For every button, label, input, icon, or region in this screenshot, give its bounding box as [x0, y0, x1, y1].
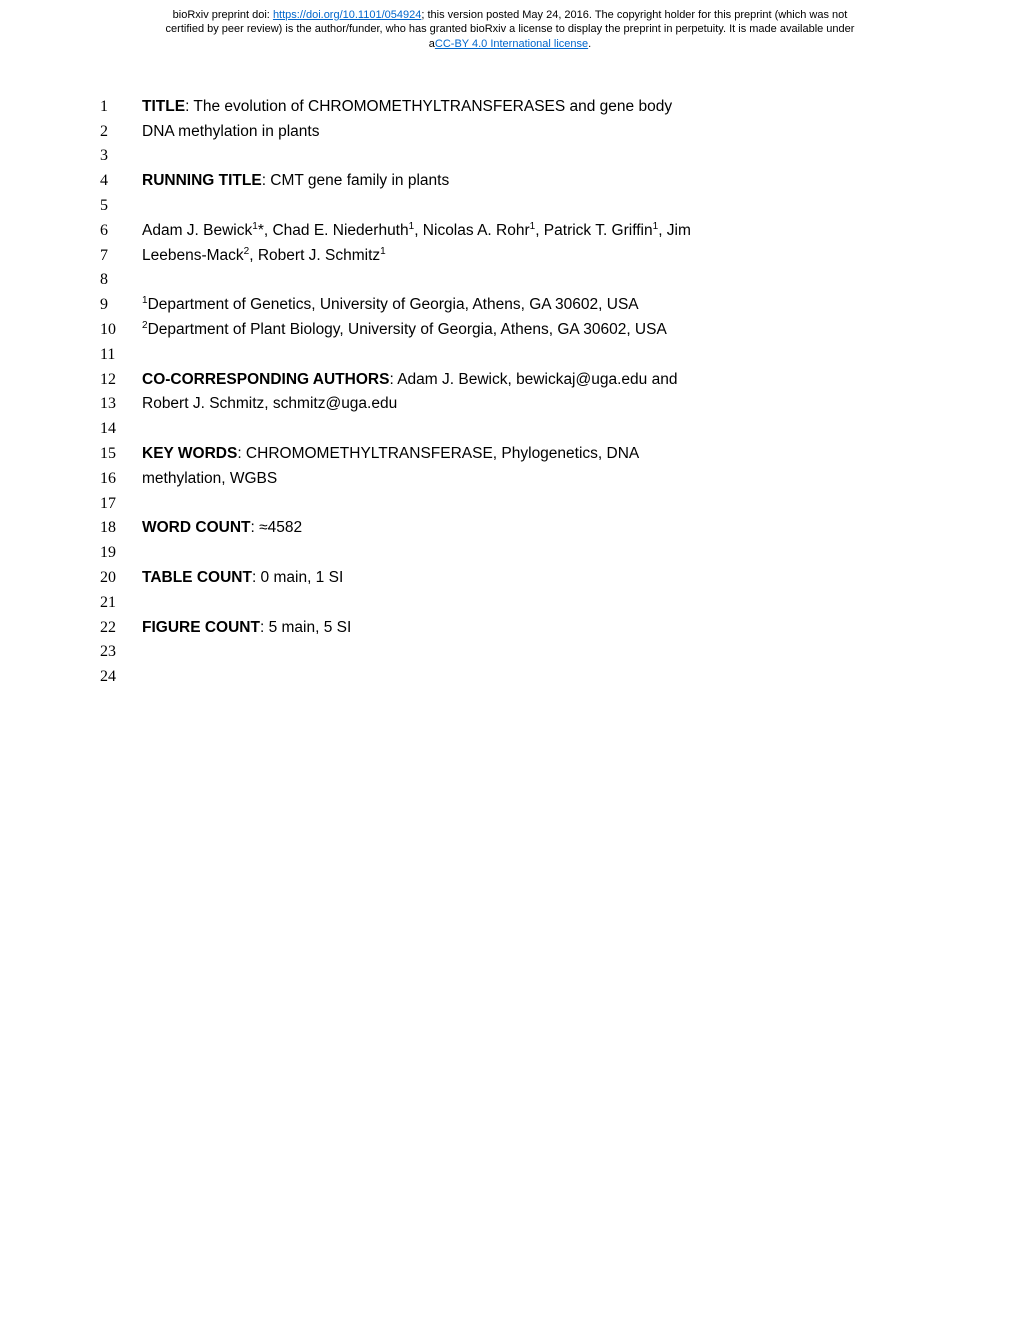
- manuscript-line: 15 KEY WORDS: CHROMOMETHYLTRANSFERASE, P…: [100, 442, 880, 467]
- title-label: TITLE: [142, 98, 185, 115]
- manuscript-line: 4 RUNNING TITLE: CMT gene family in plan…: [100, 169, 880, 194]
- preprint-header: bioRxiv preprint doi: https://doi.org/10…: [0, 0, 1020, 55]
- line-text: CO-CORRESPONDING AUTHORS: Adam J. Bewick…: [142, 368, 880, 392]
- line-number: 2: [100, 120, 142, 145]
- line-number: 23: [100, 640, 142, 665]
- manuscript-line: 19: [100, 541, 880, 566]
- manuscript-line: 9 1Department of Genetics, University of…: [100, 293, 880, 318]
- wordcount-label: WORD COUNT: [142, 519, 251, 536]
- line-number: 1: [100, 95, 142, 120]
- line-number: 17: [100, 492, 142, 517]
- line-number: 11: [100, 343, 142, 368]
- line-number: 8: [100, 268, 142, 293]
- keywords-label: KEY WORDS: [142, 445, 237, 462]
- line-text: FIGURE COUNT: 5 main, 5 SI: [142, 616, 880, 640]
- header-text-5: .: [588, 38, 591, 50]
- manuscript-line: 8: [100, 268, 880, 293]
- line-text: Adam J. Bewick1*, Chad E. Niederhuth1, N…: [142, 219, 880, 243]
- line-number: 20: [100, 566, 142, 591]
- line-number: 15: [100, 442, 142, 467]
- manuscript-content: 1 TITLE: The evolution of CHROMOMETHYLTR…: [0, 55, 1020, 690]
- header-text-2: ; this version posted May 24, 2016. The …: [421, 9, 847, 21]
- running-title-label: RUNNING TITLE: [142, 172, 262, 189]
- manuscript-line: 11: [100, 343, 880, 368]
- line-text: DNA methylation in plants: [142, 120, 880, 144]
- line-text: TABLE COUNT: 0 main, 1 SI: [142, 566, 880, 590]
- manuscript-line: 23: [100, 640, 880, 665]
- manuscript-line: 16 methylation, WGBS: [100, 467, 880, 492]
- line-text: 1Department of Genetics, University of G…: [142, 293, 880, 317]
- line-number: 7: [100, 244, 142, 269]
- line-number: 6: [100, 219, 142, 244]
- line-number: 10: [100, 318, 142, 343]
- line-text: Leebens-Mack2, Robert J. Schmitz1: [142, 244, 880, 268]
- manuscript-line: 22 FIGURE COUNT: 5 main, 5 SI: [100, 616, 880, 641]
- manuscript-line: 21: [100, 591, 880, 616]
- doi-link[interactable]: https://doi.org/10.1101/054924: [273, 9, 421, 21]
- line-text: KEY WORDS: CHROMOMETHYLTRANSFERASE, Phyl…: [142, 442, 880, 466]
- tablecount-label: TABLE COUNT: [142, 569, 252, 586]
- figurecount-label: FIGURE COUNT: [142, 619, 260, 636]
- line-number: 22: [100, 616, 142, 641]
- header-text-3: certified by peer review) is the author/…: [166, 23, 855, 35]
- line-number: 9: [100, 293, 142, 318]
- manuscript-line: 1 TITLE: The evolution of CHROMOMETHYLTR…: [100, 95, 880, 120]
- manuscript-line: 18 WORD COUNT: ≈4582: [100, 516, 880, 541]
- manuscript-line: 20 TABLE COUNT: 0 main, 1 SI: [100, 566, 880, 591]
- manuscript-line: 17: [100, 492, 880, 517]
- line-number: 13: [100, 392, 142, 417]
- line-number: 18: [100, 516, 142, 541]
- line-number: 19: [100, 541, 142, 566]
- manuscript-line: 12 CO-CORRESPONDING AUTHORS: Adam J. Bew…: [100, 368, 880, 393]
- line-text: WORD COUNT: ≈4582: [142, 516, 880, 540]
- line-text: TITLE: The evolution of CHROMOMETHYLTRAN…: [142, 95, 880, 119]
- manuscript-line: 24: [100, 665, 880, 690]
- manuscript-line: 10 2Department of Plant Biology, Univers…: [100, 318, 880, 343]
- line-number: 21: [100, 591, 142, 616]
- line-text: Robert J. Schmitz, schmitz@uga.edu: [142, 392, 880, 416]
- line-number: 16: [100, 467, 142, 492]
- line-text: RUNNING TITLE: CMT gene family in plants: [142, 169, 880, 193]
- line-number: 24: [100, 665, 142, 690]
- line-number: 5: [100, 194, 142, 219]
- line-number: 3: [100, 144, 142, 169]
- line-text: methylation, WGBS: [142, 467, 880, 491]
- manuscript-line: 7 Leebens-Mack2, Robert J. Schmitz1: [100, 244, 880, 269]
- license-link[interactable]: CC-BY 4.0 International license: [435, 38, 588, 50]
- manuscript-line: 3: [100, 144, 880, 169]
- manuscript-line: 5: [100, 194, 880, 219]
- header-text-1: bioRxiv preprint doi:: [173, 9, 273, 21]
- manuscript-line: 14: [100, 417, 880, 442]
- manuscript-line: 2 DNA methylation in plants: [100, 120, 880, 145]
- corresponding-label: CO-CORRESPONDING AUTHORS: [142, 371, 389, 388]
- manuscript-line: 13 Robert J. Schmitz, schmitz@uga.edu: [100, 392, 880, 417]
- line-number: 4: [100, 169, 142, 194]
- line-text: 2Department of Plant Biology, University…: [142, 318, 880, 342]
- line-number: 12: [100, 368, 142, 393]
- manuscript-line: 6 Adam J. Bewick1*, Chad E. Niederhuth1,…: [100, 219, 880, 244]
- line-number: 14: [100, 417, 142, 442]
